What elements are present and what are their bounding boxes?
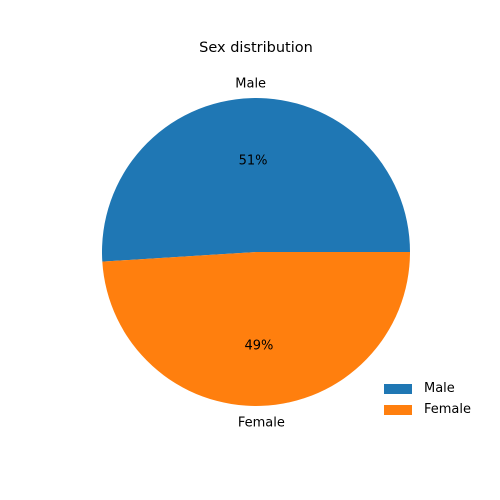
chart-title: Sex distribution <box>199 40 313 56</box>
pie-slice-female <box>102 252 410 406</box>
legend-swatch-female <box>384 404 412 415</box>
legend-label-female: Female <box>424 402 472 417</box>
legend-label-male: Male <box>424 381 455 396</box>
legend: Male Female <box>384 378 471 420</box>
pie-category-label-female: Female <box>238 415 285 430</box>
pie-slices <box>101 97 410 406</box>
legend-item-female: Female <box>384 399 471 420</box>
pie-value-label-male: 51% <box>239 154 268 169</box>
pie-slice-male <box>101 97 410 262</box>
legend-swatch-male <box>384 383 412 394</box>
pie-value-label-female: 49% <box>244 338 273 353</box>
pie-category-label-male: Male <box>235 77 266 92</box>
pie-labels: 51% Male 49% Female <box>235 77 285 431</box>
legend-item-male: Male <box>384 378 471 399</box>
